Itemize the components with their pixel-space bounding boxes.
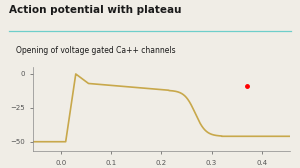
Text: Action potential with plateau: Action potential with plateau: [9, 5, 182, 15]
Text: Opening of voltage gated Ca++ channels: Opening of voltage gated Ca++ channels: [16, 46, 175, 55]
